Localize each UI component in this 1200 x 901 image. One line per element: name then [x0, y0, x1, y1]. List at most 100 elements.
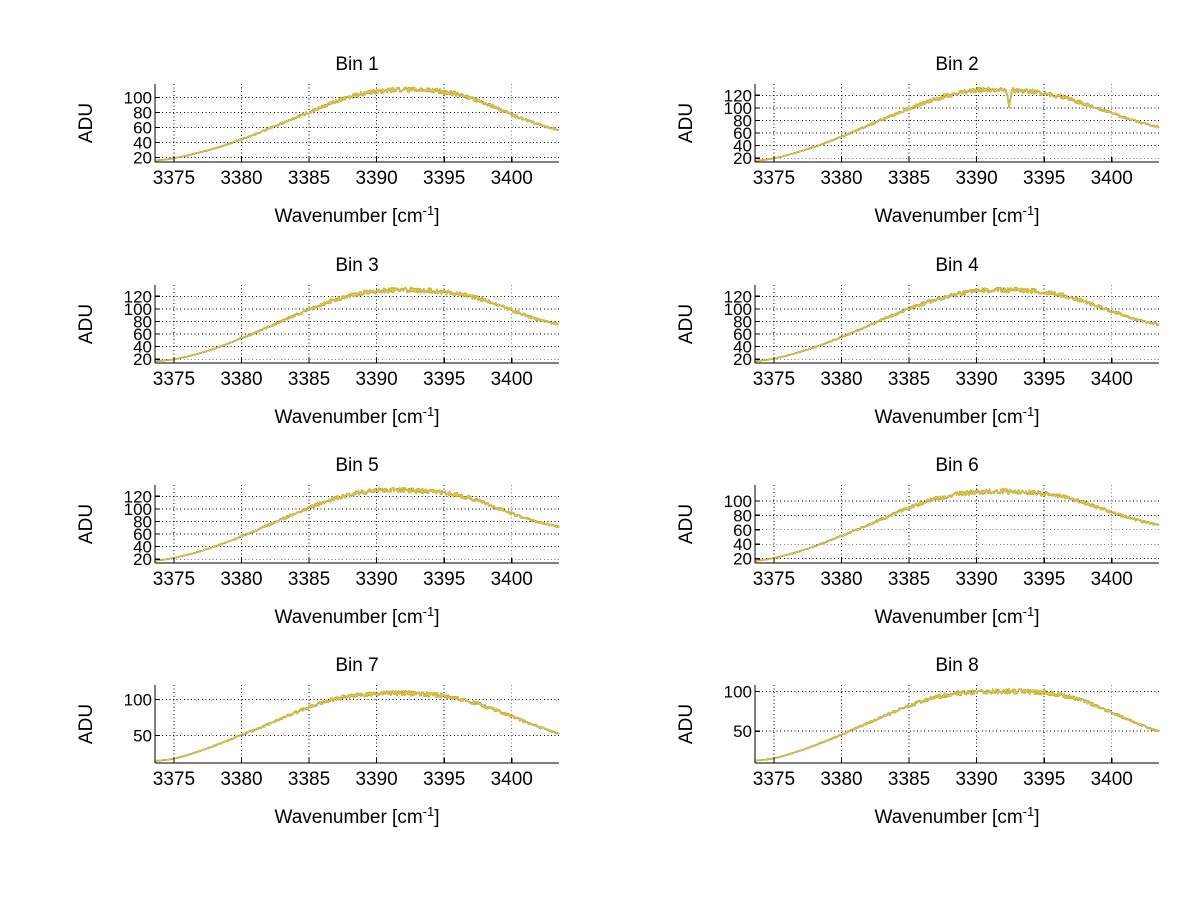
x-tick-label: 3400 — [491, 569, 533, 590]
x-tick-label: 3380 — [820, 569, 862, 590]
x-axis-label-close: ] — [1034, 206, 1039, 227]
x-axis-label-close: ] — [434, 206, 439, 227]
spectrum-trace — [154, 487, 560, 562]
y-tick-label: 20 — [133, 149, 152, 168]
y-tick-label: 80 — [733, 506, 752, 525]
x-tick-label: 3375 — [753, 769, 795, 790]
y-axis-label: ADU — [76, 304, 97, 344]
x-tick-label: 3400 — [1091, 168, 1133, 189]
x-tick-label: 3400 — [1091, 769, 1133, 790]
x-tick-label: 3390 — [955, 569, 997, 590]
spectrum-overlay-trace — [154, 286, 560, 362]
spectrum-trace — [754, 488, 1160, 562]
y-axis-label: ADU — [676, 304, 697, 344]
x-tick-label: 3375 — [753, 569, 795, 590]
x-axis-label: Wavenumber [cm-1] — [274, 404, 439, 428]
y-tick-label: 120 — [724, 287, 752, 306]
x-tick-label: 3380 — [220, 168, 262, 189]
x-axis-label: Wavenumber [cm-1] — [274, 604, 439, 628]
y-tick-label: 100 — [724, 682, 752, 701]
tick-marks — [755, 295, 1113, 363]
axis-spines — [154, 685, 559, 764]
x-tick-label: 3375 — [153, 168, 195, 189]
x-tick-label: 3400 — [491, 168, 533, 189]
x-tick-label: 3380 — [820, 769, 862, 790]
x-axis-label-superscript: -1 — [423, 804, 435, 819]
x-axis-label: Wavenumber [cm-1] — [274, 203, 439, 227]
y-tick-label: 20 — [733, 149, 752, 168]
grid-lines — [155, 685, 559, 763]
x-axis-label-close: ] — [1034, 407, 1039, 428]
x-tick-label: 3390 — [355, 168, 397, 189]
x-axis-label-superscript: -1 — [423, 404, 435, 419]
x-tick-label: 3385 — [888, 369, 930, 390]
x-axis-label-superscript: -1 — [423, 604, 435, 619]
x-axis-label-main: Wavenumber [cm — [874, 607, 1022, 628]
x-tick-label: 3375 — [753, 168, 795, 189]
y-tick-label: 100 — [724, 300, 752, 319]
panel-title: Bin 5 — [335, 455, 378, 476]
spectrum-trace — [754, 688, 1160, 762]
tick-marks — [755, 94, 1113, 162]
x-tick-label: 3400 — [1091, 569, 1133, 590]
grid-lines — [155, 485, 559, 563]
x-axis-label-superscript: -1 — [1023, 404, 1035, 419]
y-tick-label: 20 — [733, 550, 752, 569]
x-axis-label-close: ] — [1034, 607, 1039, 628]
x-axis-label: Wavenumber [cm-1] — [874, 404, 1039, 428]
chart-panel-bin-1: Bin 1 3375 3380 3385 3390 3395 3400 20 40 60 80 100… — [0, 44, 600, 246]
x-tick-label: 3390 — [955, 369, 997, 390]
x-axis-label-main: Wavenumber [cm — [874, 407, 1022, 428]
x-axis-label: Wavenumber [cm-1] — [274, 804, 439, 828]
y-tick-label: 20 — [733, 350, 752, 369]
x-axis-label-main: Wavenumber [cm — [274, 407, 422, 428]
y-tick-label: 120 — [124, 487, 152, 506]
x-tick-label: 3375 — [153, 569, 195, 590]
y-tick-label: 60 — [133, 325, 152, 344]
chart-panel-bin-4: Bin 4 3375 3380 3385 3390 3395 3400 20 40 60 80 100… — [600, 245, 1200, 447]
grid-lines — [755, 84, 1159, 162]
tick-marks — [155, 96, 513, 162]
y-axis-label: ADU — [76, 504, 97, 544]
x-axis-label-superscript: -1 — [1023, 203, 1035, 218]
x-axis-label-main: Wavenumber [cm — [874, 206, 1022, 227]
x-axis-label: Wavenumber [cm-1] — [874, 804, 1039, 828]
y-tick-label: 80 — [733, 111, 752, 130]
x-tick-label: 3385 — [888, 168, 930, 189]
spectrum-overlay-trace — [754, 488, 1160, 562]
panel-title: Bin 1 — [335, 54, 378, 75]
chart-panel-bin-3: Bin 3 3375 3380 3385 3390 3395 3400 20 40 60 80 100… — [0, 245, 600, 447]
x-tick-label: 3400 — [491, 769, 533, 790]
x-tick-label: 3385 — [888, 569, 930, 590]
chart-panel-bin-5: Bin 5 3375 3380 3385 3390 3395 3400 20 40 60 80 100… — [0, 445, 600, 647]
x-tick-label: 3395 — [1023, 168, 1065, 189]
grid-lines — [755, 485, 1159, 563]
x-tick-label: 3390 — [355, 569, 397, 590]
panel-title: Bin 7 — [335, 655, 378, 676]
spectrum-trace — [154, 690, 560, 762]
y-tick-label: 100 — [724, 99, 752, 118]
x-axis-label-close: ] — [434, 407, 439, 428]
y-tick-label: 40 — [733, 338, 752, 357]
chart-panel-bin-8: Bin 8 3375 3380 3385 3390 3395 3400 50 100 ADU Wav… — [600, 645, 1200, 847]
panel-title: Bin 3 — [335, 255, 378, 276]
x-axis-label-close: ] — [1034, 807, 1039, 828]
tick-marks — [155, 698, 513, 763]
spectrum-overlay-trace — [754, 86, 1160, 162]
x-axis-label-close: ] — [434, 807, 439, 828]
axis-spines — [154, 285, 559, 364]
x-tick-label: 3375 — [153, 769, 195, 790]
x-tick-label: 3385 — [288, 769, 330, 790]
x-axis-label-main: Wavenumber [cm — [274, 607, 422, 628]
y-tick-label: 80 — [733, 312, 752, 331]
y-tick-label: 100 — [124, 690, 152, 709]
y-tick-label: 40 — [733, 137, 752, 156]
y-tick-label: 40 — [133, 538, 152, 557]
x-axis-label-close: ] — [434, 607, 439, 628]
x-tick-label: 3395 — [423, 569, 465, 590]
x-tick-label: 3385 — [888, 769, 930, 790]
x-tick-label: 3395 — [1023, 769, 1065, 790]
y-tick-label: 50 — [133, 727, 152, 746]
y-tick-label: 60 — [733, 521, 752, 540]
y-tick-label: 80 — [133, 312, 152, 331]
